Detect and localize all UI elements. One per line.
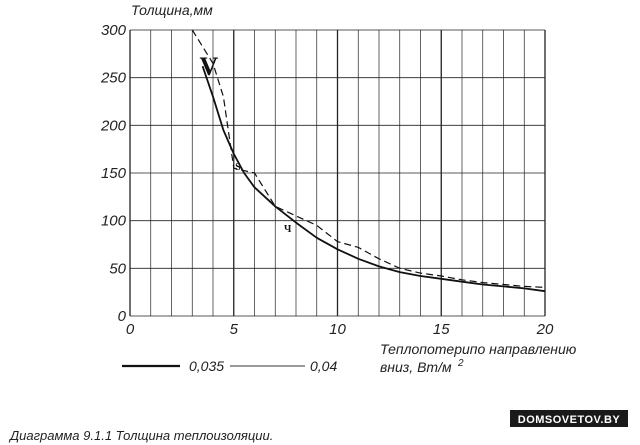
watermark-background	[510, 410, 628, 427]
x-tick-label: 10	[329, 321, 346, 338]
x-tick-label: 20	[536, 321, 554, 338]
watermark: DOMSOVETOV.BY	[510, 410, 628, 427]
x-axis-label-line2: вниз, Вт/м	[380, 359, 452, 375]
series-line-0	[201, 65, 546, 293]
y-tick-label: 0	[118, 308, 127, 325]
y-tick-label: 300	[101, 22, 127, 39]
curve-label-2: Ч	[284, 224, 292, 235]
x-axis-label-line1: Теплопотерипо направлению	[380, 341, 577, 357]
legend-label-0035: 0,035	[189, 358, 224, 374]
y-tick-label: 150	[101, 165, 127, 182]
curve-label-1: S	[235, 162, 241, 173]
legend-label-004: 0,04	[310, 358, 337, 374]
x-axis-label-superscript: 2	[457, 358, 464, 369]
watermark-text: DOMSOVETOV.BY	[518, 414, 621, 426]
y-tick-label: 50	[109, 260, 126, 277]
series-line-1	[191, 29, 546, 288]
figure-caption: Диаграмма 9.1.1 Толщина теплоизоляции.	[8, 428, 273, 443]
grid	[129, 29, 546, 317]
y-tick-label: 250	[100, 70, 127, 87]
curves	[191, 29, 546, 293]
x-tick-label: 15	[433, 321, 450, 338]
legend: 0,035 0,04	[122, 358, 337, 374]
curve-label-0: V	[199, 52, 218, 81]
y-tick-label: 100	[101, 213, 127, 230]
y-tick-label: 200	[100, 117, 127, 134]
x-tick-label: 0	[126, 321, 135, 338]
y-axis-label: Толщина,мм	[131, 2, 213, 18]
curve-labels: V S Ч	[199, 52, 292, 235]
x-tick-label: 5	[230, 321, 239, 338]
